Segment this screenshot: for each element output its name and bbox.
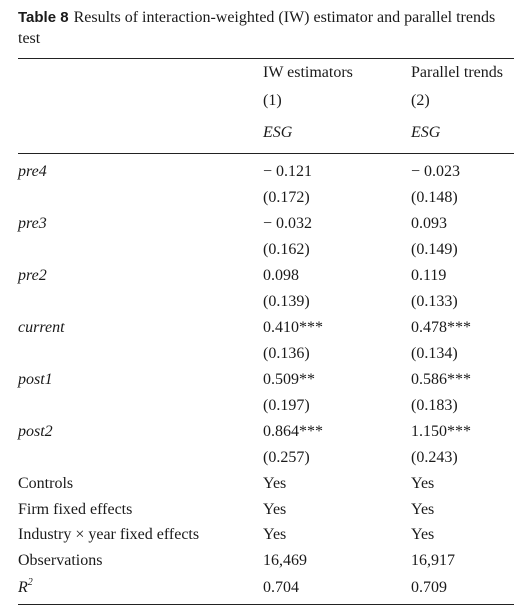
firm-fe-iw: Yes xyxy=(263,501,287,518)
coef-pt-current: 0.478*** xyxy=(411,319,471,336)
row-label-current: current xyxy=(18,319,65,336)
coef-iw-pre3: − 0.032 xyxy=(263,215,313,232)
row-label-r-squared: R2 xyxy=(18,576,33,598)
se-iw-pre4: (0.172) xyxy=(263,189,310,206)
col1-title: IW estimators xyxy=(263,64,353,81)
coef-pt-post2: 1.150*** xyxy=(411,423,471,440)
coef-pt-pre3: 0.093 xyxy=(411,215,447,232)
table-title: Results of interaction-weighted (IW) est… xyxy=(18,9,496,47)
coef-pt-post1: 0.586*** xyxy=(411,371,471,388)
firm-fe-pt: Yes xyxy=(411,501,435,518)
se-iw-current: (0.136) xyxy=(263,345,310,362)
observations-pt: 16,917 xyxy=(411,552,455,569)
se-iw-pre3: (0.162) xyxy=(263,241,310,258)
top-rule xyxy=(18,58,514,59)
row-label-firm-fe: Firm fixed effects xyxy=(18,501,133,518)
bottom-rule xyxy=(18,604,514,605)
row-label-post2: post2 xyxy=(18,423,53,440)
r-squared-pt: 0.709 xyxy=(411,579,447,596)
coef-pt-pre2: 0.119 xyxy=(411,267,447,284)
controls-iw: Yes xyxy=(263,475,287,492)
coef-iw-pre4: − 0.121 xyxy=(263,163,313,180)
row-label-industry-year-fe: Industry × year fixed effects xyxy=(18,526,200,543)
r-squared-exponent: 2 xyxy=(27,576,33,588)
se-iw-post1: (0.197) xyxy=(263,397,310,414)
coef-iw-current: 0.410*** xyxy=(263,319,323,336)
r-squared-symbol: R xyxy=(18,579,28,596)
row-label-pre4: pre4 xyxy=(18,163,47,180)
row-label-pre3: pre3 xyxy=(18,215,47,232)
col2-title: Parallel trends xyxy=(411,64,503,81)
row-label-pre2: pre2 xyxy=(18,267,47,284)
industry-year-fe-iw: Yes xyxy=(263,526,287,543)
col1-dependent: ESG xyxy=(263,124,293,141)
row-label-observations: Observations xyxy=(18,552,103,569)
col2-dependent: ESG xyxy=(411,124,441,141)
controls-pt: Yes xyxy=(411,475,435,492)
table-caption: Table 8 Results of interaction-weighted (… xyxy=(18,7,518,49)
observations-iw: 16,469 xyxy=(263,552,307,569)
se-pt-post2: (0.243) xyxy=(411,449,458,466)
col1-number: (1) xyxy=(263,92,282,109)
row-label-controls: Controls xyxy=(18,475,74,492)
table-label: Table 8 xyxy=(18,9,69,26)
industry-year-fe-pt: Yes xyxy=(411,526,435,543)
coef-iw-pre2: 0.098 xyxy=(263,267,299,284)
col2-number: (2) xyxy=(411,92,430,109)
se-pt-current: (0.134) xyxy=(411,345,458,362)
row-label-post1: post1 xyxy=(18,371,53,388)
coef-iw-post2: 0.864*** xyxy=(263,423,323,440)
se-pt-post1: (0.183) xyxy=(411,397,458,414)
coef-iw-post1: 0.509** xyxy=(263,371,315,388)
se-pt-pre2: (0.133) xyxy=(411,293,458,310)
se-iw-post2: (0.257) xyxy=(263,449,310,466)
coef-pt-pre4: − 0.023 xyxy=(411,163,461,180)
se-pt-pre3: (0.149) xyxy=(411,241,458,258)
se-pt-pre4: (0.148) xyxy=(411,189,458,206)
header-rule xyxy=(18,153,514,154)
r-squared-iw: 0.704 xyxy=(263,579,299,596)
se-iw-pre2: (0.139) xyxy=(263,293,310,310)
